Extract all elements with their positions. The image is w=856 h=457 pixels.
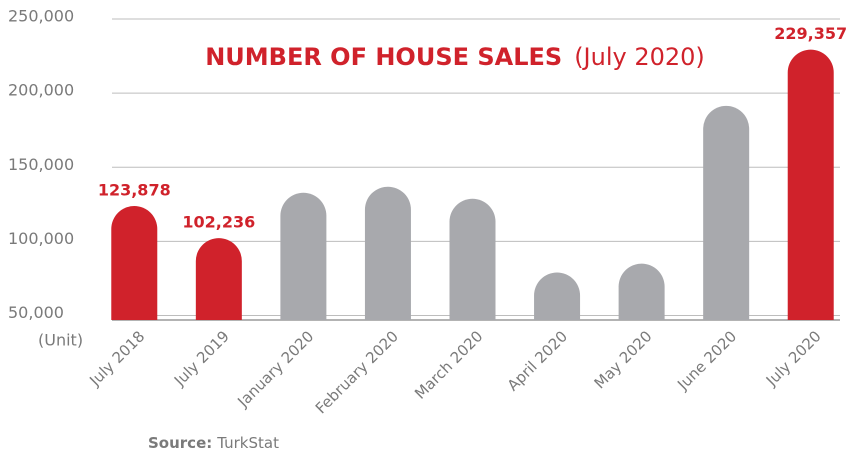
x-tick-label: July 2019 xyxy=(170,327,233,390)
bar xyxy=(534,272,581,320)
unit-label: (Unit) xyxy=(38,331,83,350)
value-label: 229,357 xyxy=(774,24,847,43)
x-tick-label: February 2020 xyxy=(312,327,402,417)
bar xyxy=(618,263,665,320)
y-tick-label: 250,000 xyxy=(8,7,74,26)
chart-title: NUMBER OF HOUSE SALES xyxy=(205,43,562,71)
y-tick-label: 200,000 xyxy=(8,81,74,100)
x-tick-label: June 2020 xyxy=(673,327,740,394)
y-tick-label: 50,000 xyxy=(8,303,64,322)
source-text: TurkStat xyxy=(216,434,279,452)
source: Source: TurkStat xyxy=(148,434,279,452)
bar xyxy=(111,206,158,320)
y-tick-label: 100,000 xyxy=(8,229,74,248)
bar xyxy=(364,186,411,320)
bar xyxy=(449,198,496,320)
x-tick-label: July 2018 xyxy=(85,327,148,390)
bar xyxy=(280,192,327,320)
chart-subtitle: (July 2020) xyxy=(574,43,705,71)
x-tick-label: July 2020 xyxy=(762,327,825,390)
chart-title-group: NUMBER OF HOUSE SALES (July 2020) xyxy=(205,43,705,71)
value-label: 123,878 xyxy=(98,181,171,200)
x-tick-label: May 2020 xyxy=(591,327,656,392)
source-label: Source: xyxy=(148,434,212,452)
value-label: 102,236 xyxy=(182,213,255,232)
x-tick-label: March 2020 xyxy=(411,327,486,402)
bar xyxy=(787,49,834,321)
y-tick-label: 150,000 xyxy=(8,155,74,174)
x-tick-label: January 2020 xyxy=(233,327,317,411)
bar xyxy=(703,105,750,320)
bar xyxy=(195,238,242,320)
x-tick-label: April 2020 xyxy=(504,327,571,394)
